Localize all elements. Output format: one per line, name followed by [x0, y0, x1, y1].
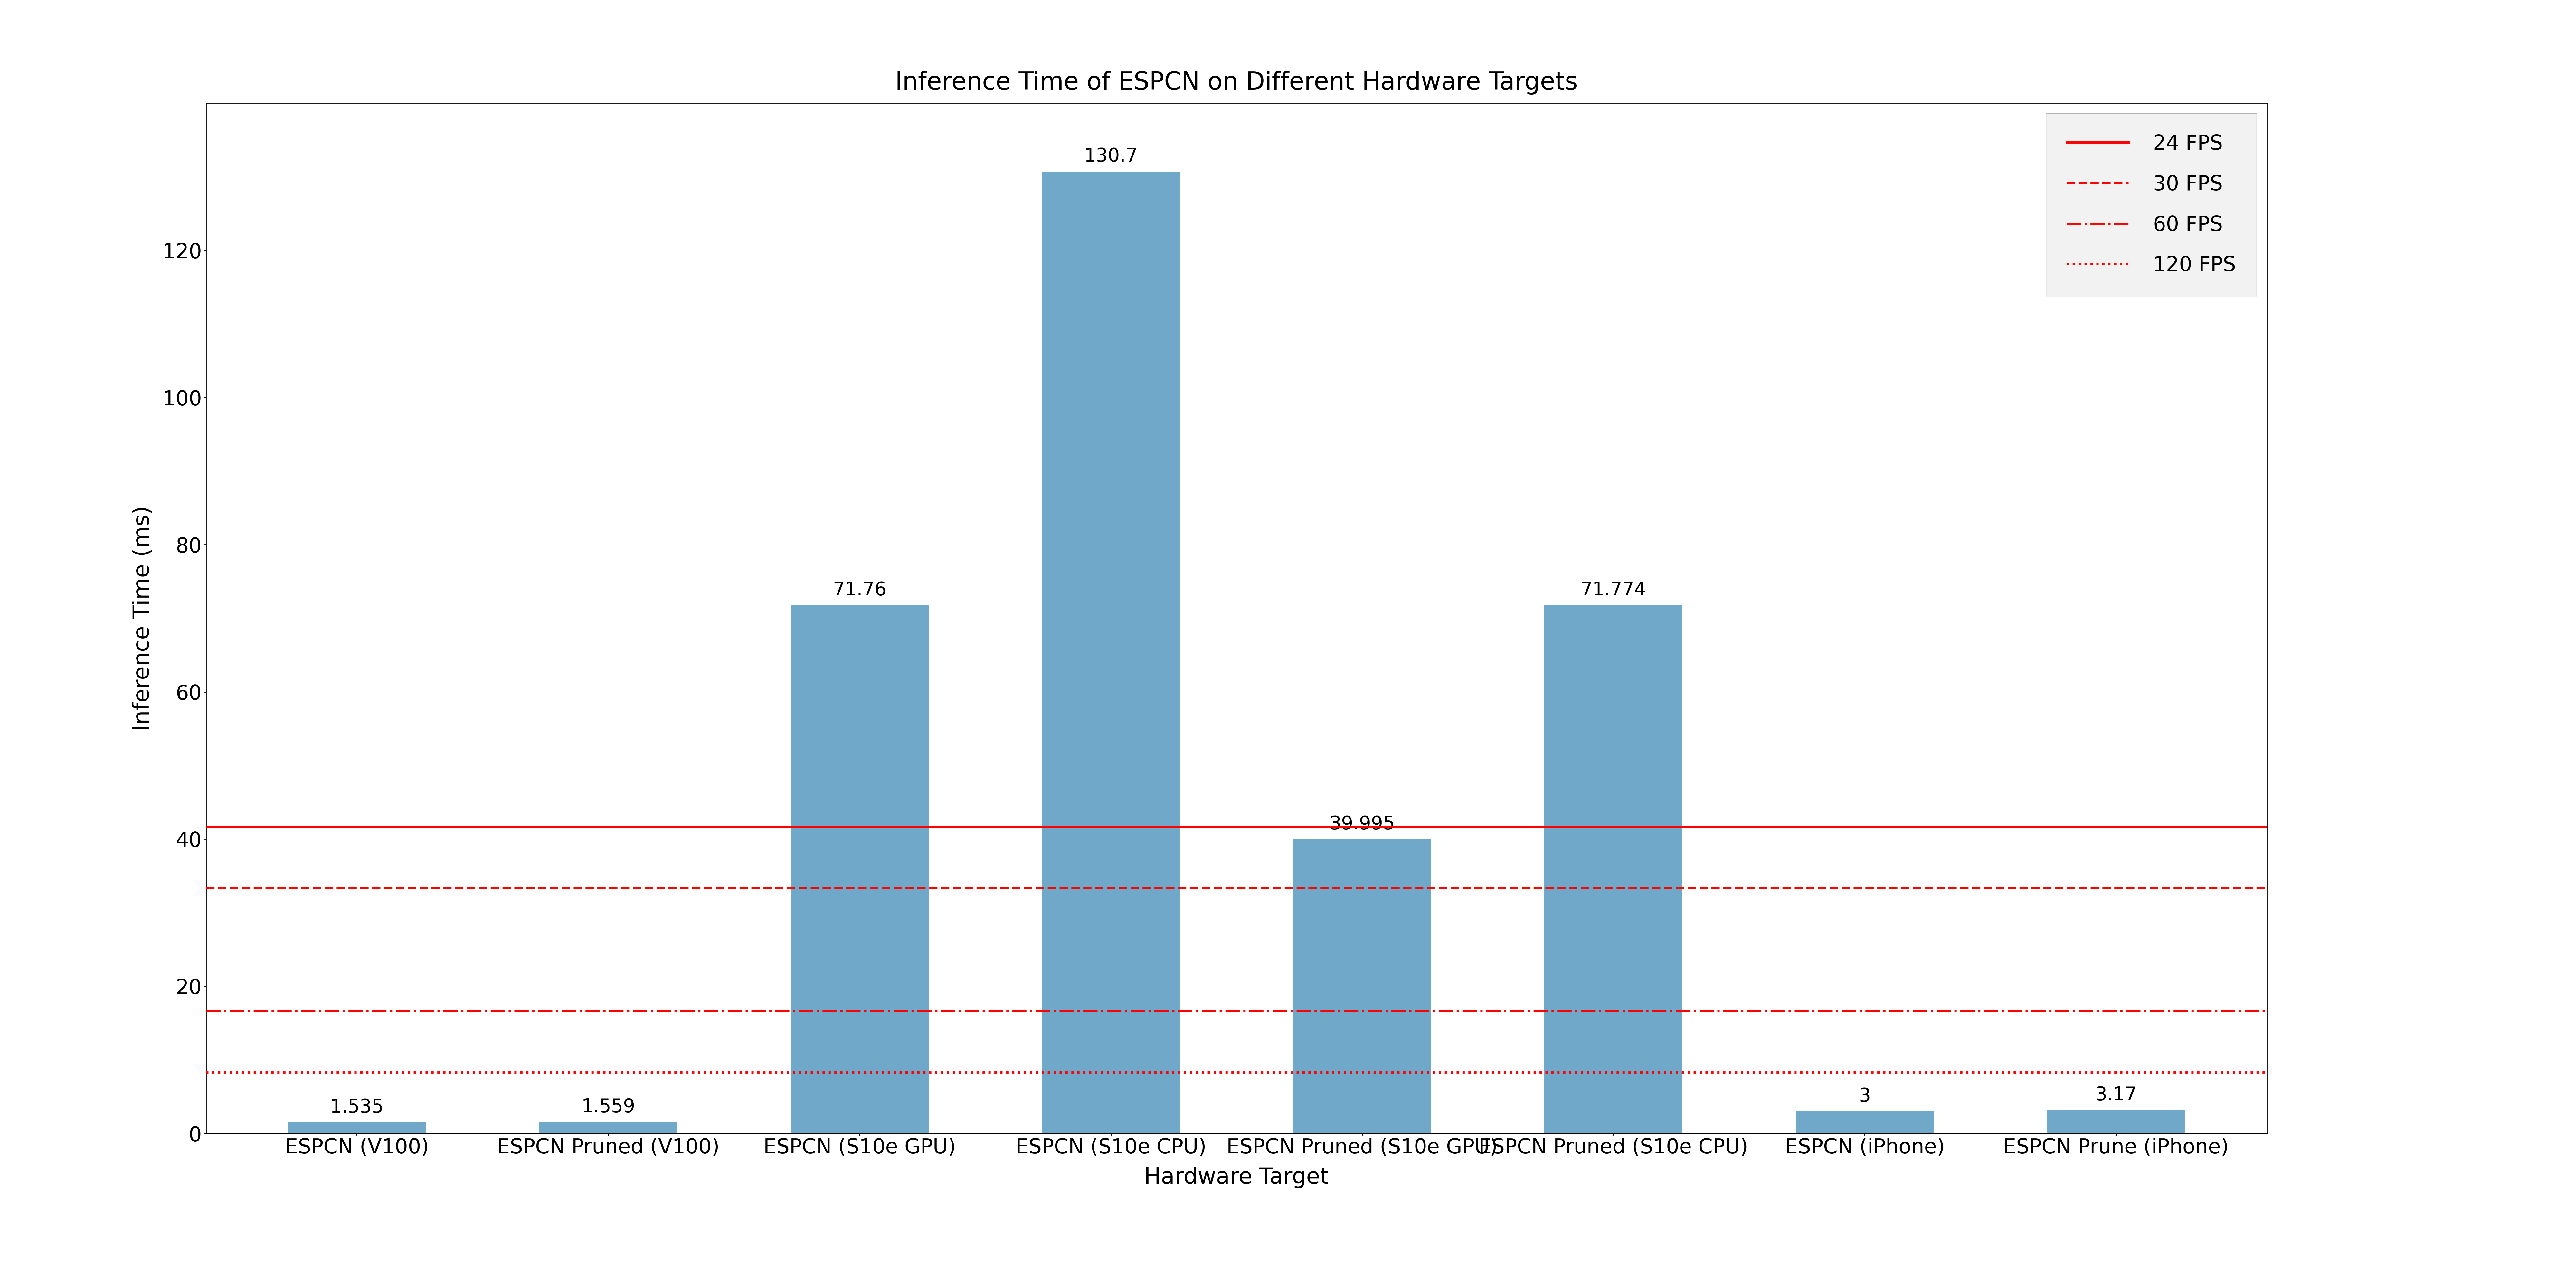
Bar [791, 605, 927, 1133]
Text: 3.17: 3.17 [2094, 1086, 2138, 1104]
Bar [1795, 1112, 1935, 1133]
Bar [1546, 605, 1682, 1133]
Bar [1293, 838, 1432, 1133]
Legend: 24 FPS, 30 FPS, 60 FPS, 120 FPS: 24 FPS, 30 FPS, 60 FPS, 120 FPS [2045, 113, 2257, 296]
Bar [2048, 1110, 2184, 1133]
Text: 71.76: 71.76 [832, 581, 886, 599]
Bar [538, 1122, 677, 1133]
Title: Inference Time of ESPCN on Different Hardware Targets: Inference Time of ESPCN on Different Har… [896, 71, 1577, 95]
Text: 1.559: 1.559 [582, 1097, 636, 1117]
Text: 1.535: 1.535 [330, 1097, 384, 1117]
Y-axis label: Inference Time (ms): Inference Time (ms) [131, 506, 155, 730]
Bar [289, 1122, 425, 1133]
Text: 71.774: 71.774 [1582, 581, 1646, 599]
Text: 3: 3 [1860, 1087, 1870, 1105]
X-axis label: Hardware Target: Hardware Target [1144, 1167, 1329, 1188]
Text: 130.7: 130.7 [1084, 147, 1139, 166]
Text: 39.995: 39.995 [1329, 815, 1396, 833]
Bar [1041, 171, 1180, 1133]
